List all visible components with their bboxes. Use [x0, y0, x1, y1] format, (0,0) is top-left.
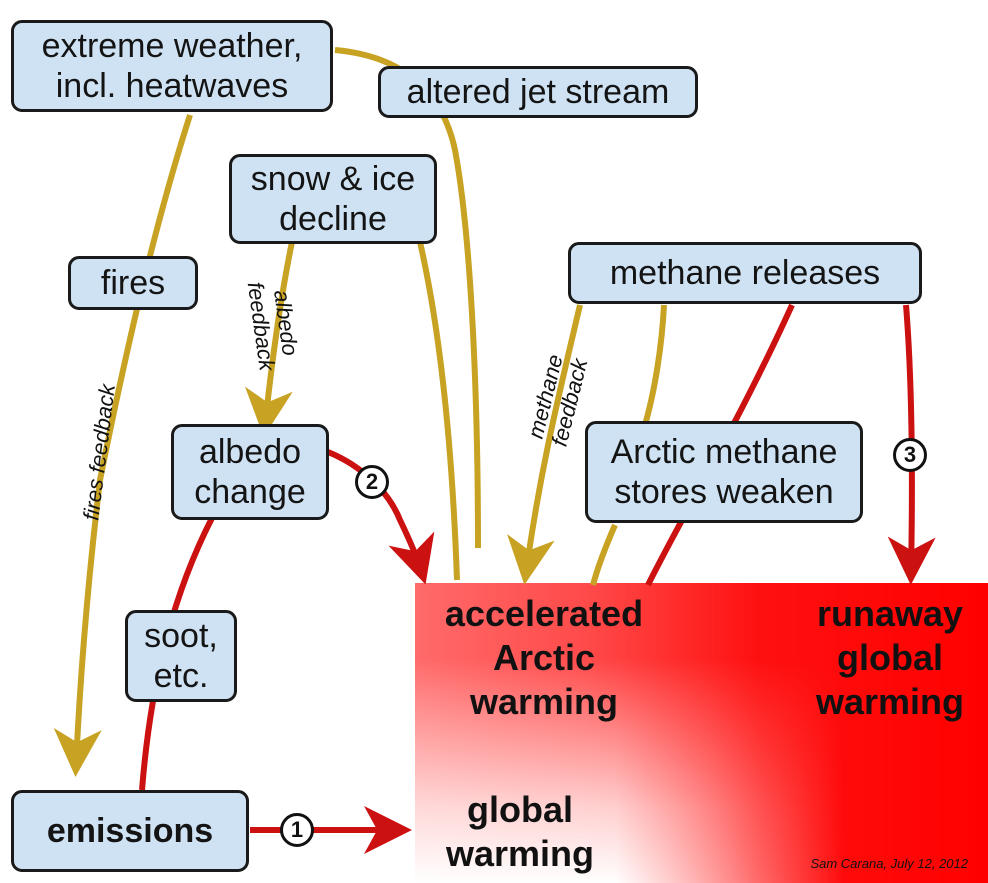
step-marker-2: 2: [355, 465, 389, 499]
fires-feedback-arrow: [53, 114, 193, 777]
outcome-accelerated-arctic-warming: accelerated Arctic warming: [444, 593, 644, 722]
node-snow-ice-decline-label: snow & ice decline: [250, 159, 416, 238]
methane-to-stores-line: [642, 304, 667, 426]
node-snow-ice-decline: snow & ice decline: [229, 154, 437, 244]
albedo-feedback-arrow: [244, 241, 295, 437]
node-arctic-methane-stores-label: Arctic methane stores weaken: [610, 432, 838, 511]
node-fires: fires: [68, 256, 198, 310]
node-altered-jet-stream-label: altered jet stream: [406, 72, 670, 111]
node-albedo-change: albedo change: [171, 424, 329, 520]
node-albedo-change-label: albedo change: [194, 432, 306, 511]
step-marker-3: 3: [893, 438, 927, 472]
node-methane-releases-label: methane releases: [609, 253, 881, 292]
node-emissions: emissions: [11, 790, 249, 872]
author-credit: Sam Carana, July 12, 2012: [810, 856, 968, 871]
methane-to-runaway-arrow: [887, 304, 936, 585]
node-fires-label: fires: [100, 263, 166, 302]
outcome-global-warming: global warming: [445, 789, 595, 874]
node-extreme-weather-label: extreme weather, incl. heatwaves: [41, 26, 303, 105]
node-altered-jet-stream: altered jet stream: [378, 66, 698, 118]
warming-gradient-area: [415, 583, 988, 883]
albedo-to-arctic-warming-arrow: [326, 449, 435, 585]
node-methane-releases: methane releases: [568, 242, 922, 304]
node-extreme-weather: extreme weather, incl. heatwaves: [11, 20, 333, 112]
node-emissions-label: emissions: [46, 811, 214, 850]
node-soot-label: soot, etc.: [144, 616, 218, 695]
methane-feedback-arrow: [507, 304, 583, 585]
outcome-runaway-global-warming: runaway global warming: [815, 593, 965, 722]
snow-ice-to-arctic-warming-line: [417, 241, 460, 581]
jet-stream-to-extreme-weather-line: [334, 47, 481, 549]
step-marker-1: 1: [280, 813, 314, 847]
node-arctic-methane-stores: Arctic methane stores weaken: [585, 421, 863, 523]
node-soot: soot, etc.: [125, 610, 237, 702]
stores-to-arctic-warming-line: [590, 523, 618, 586]
